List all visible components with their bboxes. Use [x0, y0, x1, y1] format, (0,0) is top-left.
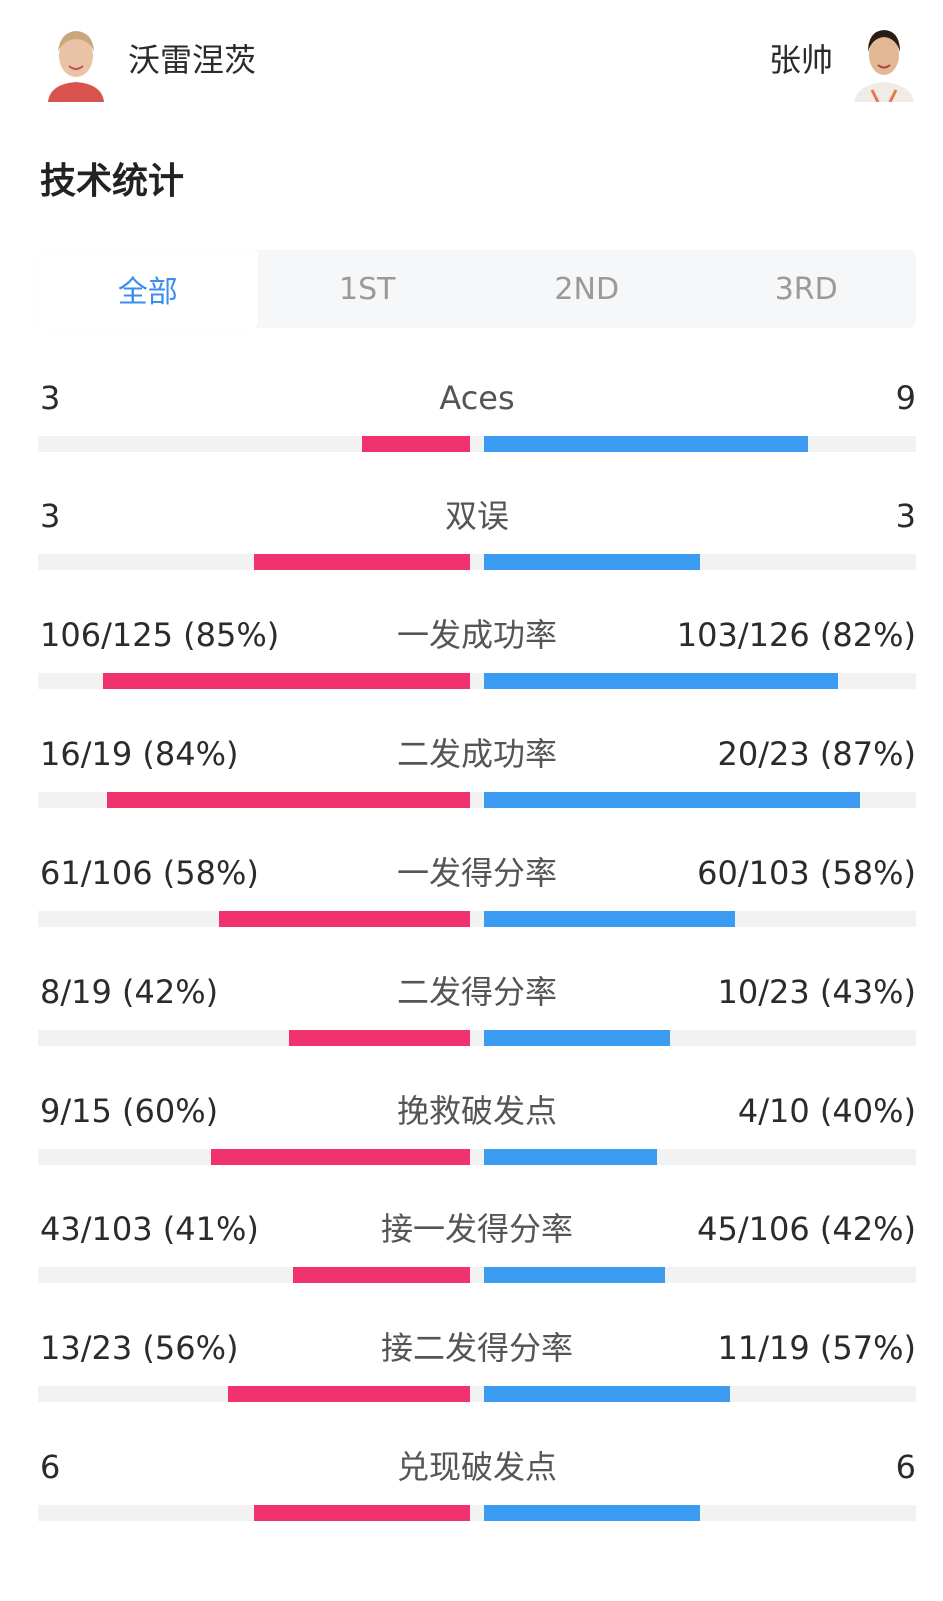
stat-left-bar — [254, 554, 470, 570]
stat-left-value: 6 — [40, 1448, 61, 1486]
player-right-name: 张帅 — [768, 41, 833, 79]
stat-right-value: 3 — [895, 497, 916, 535]
section-title: 技术统计 — [40, 161, 185, 202]
stat-left-bar — [289, 1030, 470, 1046]
stat-right-bar — [484, 1505, 700, 1521]
stat-left-bar — [107, 792, 470, 808]
stat-left-value: 9/15 (60%) — [40, 1092, 219, 1130]
stat-row-aces: 3 Aces 9 — [38, 378, 916, 468]
stat-label: 兑现破发点 — [396, 1448, 557, 1486]
stat-left-value: 61/106 (58%) — [40, 854, 259, 892]
stat-row-double-faults: 3 双误 3 — [38, 496, 916, 586]
stat-right-value: 60/103 (58%) — [697, 854, 916, 892]
stat-label: 接二发得分率 — [380, 1329, 573, 1367]
match-header: 沃雷涅茨 张帅 — [0, 0, 943, 120]
tab-all[interactable]: 全部 — [38, 250, 258, 328]
stat-left-value: 106/125 (85%) — [40, 616, 280, 654]
stat-row-second-serve-won: 8/19 (42%) 二发得分率 10/23 (43%) — [38, 972, 916, 1062]
stat-bar-track — [38, 673, 916, 689]
stat-row-first-serve-won: 61/106 (58%) 一发得分率 60/103 (58%) — [38, 853, 916, 943]
stat-label: 挽救破发点 — [396, 1092, 557, 1130]
stat-row-first-serve-in: 106/125 (85%) 一发成功率 103/126 (82%) — [38, 615, 916, 705]
stat-label: Aces — [439, 379, 515, 417]
player-right-photo-icon — [848, 22, 920, 102]
stat-label: 一发成功率 — [396, 616, 557, 654]
stat-right-bar — [484, 911, 735, 927]
stat-label: 一发得分率 — [396, 854, 557, 892]
stat-label: 双误 — [444, 497, 509, 535]
stat-right-bar — [484, 792, 860, 808]
tab-1st[interactable]: 1ST — [339, 271, 396, 307]
stat-bar-track — [38, 792, 916, 808]
stat-bar-track — [38, 911, 916, 927]
stat-label: 接一发得分率 — [380, 1210, 573, 1248]
stat-bar-track — [38, 1505, 916, 1521]
stat-label: 二发得分率 — [396, 973, 557, 1011]
stat-bar-track — [38, 1030, 916, 1046]
stat-row-first-return-won: 43/103 (41%) 接一发得分率 45/106 (42%) — [38, 1209, 916, 1299]
stat-label: 二发成功率 — [396, 735, 557, 773]
stat-right-bar — [484, 1149, 657, 1165]
stat-left-bar — [293, 1267, 470, 1283]
stat-row-second-return-won: 13/23 (56%) 接二发得分率 11/19 (57%) — [38, 1328, 916, 1418]
set-tabs: 全部 1ST 2ND 3RD — [38, 250, 916, 328]
stat-bar-track — [38, 1386, 916, 1402]
player-left-photo-icon — [40, 22, 112, 102]
stat-left-value: 3 — [40, 379, 61, 417]
stat-right-value: 6 — [895, 1448, 916, 1486]
tab-3rd[interactable]: 3RD — [774, 271, 838, 307]
stat-right-value: 103/126 (82%) — [676, 616, 916, 654]
stat-row-break-points-converted: 6 兑现破发点 6 — [38, 1447, 916, 1537]
stat-left-bar — [103, 673, 470, 689]
player-left-avatar[interactable] — [40, 22, 112, 102]
stat-bar-track — [38, 436, 916, 452]
stat-right-value: 9 — [895, 379, 916, 417]
stat-right-value: 45/106 (42%) — [697, 1210, 916, 1248]
stat-row-second-serve-in: 16/19 (84%) 二发成功率 20/23 (87%) — [38, 734, 916, 824]
stat-left-value: 43/103 (41%) — [40, 1210, 259, 1248]
stat-left-value: 13/23 (56%) — [40, 1329, 239, 1367]
stat-left-value: 16/19 (84%) — [40, 735, 239, 773]
stat-right-bar — [484, 1030, 670, 1046]
stat-right-value: 20/23 (87%) — [717, 735, 916, 773]
tab-2nd[interactable]: 2ND — [554, 271, 620, 307]
stat-bar-track — [38, 1149, 916, 1165]
stat-bar-track — [38, 1267, 916, 1283]
stat-left-value: 8/19 (42%) — [40, 973, 219, 1011]
stat-right-value: 11/19 (57%) — [717, 1329, 916, 1367]
stat-left-bar — [219, 911, 470, 927]
stat-right-bar — [484, 673, 838, 689]
stat-right-value: 10/23 (43%) — [717, 973, 916, 1011]
stat-left-value: 3 — [40, 497, 61, 535]
stat-right-bar — [484, 436, 808, 452]
stat-left-bar — [254, 1505, 470, 1521]
stat-bar-track — [38, 554, 916, 570]
stat-right-bar — [484, 554, 700, 570]
stat-row-break-points-saved: 9/15 (60%) 挽救破发点 4/10 (40%) — [38, 1091, 916, 1181]
stat-right-bar — [484, 1267, 665, 1283]
stat-right-bar — [484, 1386, 730, 1402]
stat-right-value: 4/10 (40%) — [737, 1092, 916, 1130]
stat-left-bar — [362, 436, 470, 452]
player-left-name: 沃雷涅茨 — [128, 41, 257, 79]
stat-left-bar — [228, 1386, 470, 1402]
stat-left-bar — [211, 1149, 470, 1165]
player-right-avatar[interactable] — [848, 22, 920, 102]
